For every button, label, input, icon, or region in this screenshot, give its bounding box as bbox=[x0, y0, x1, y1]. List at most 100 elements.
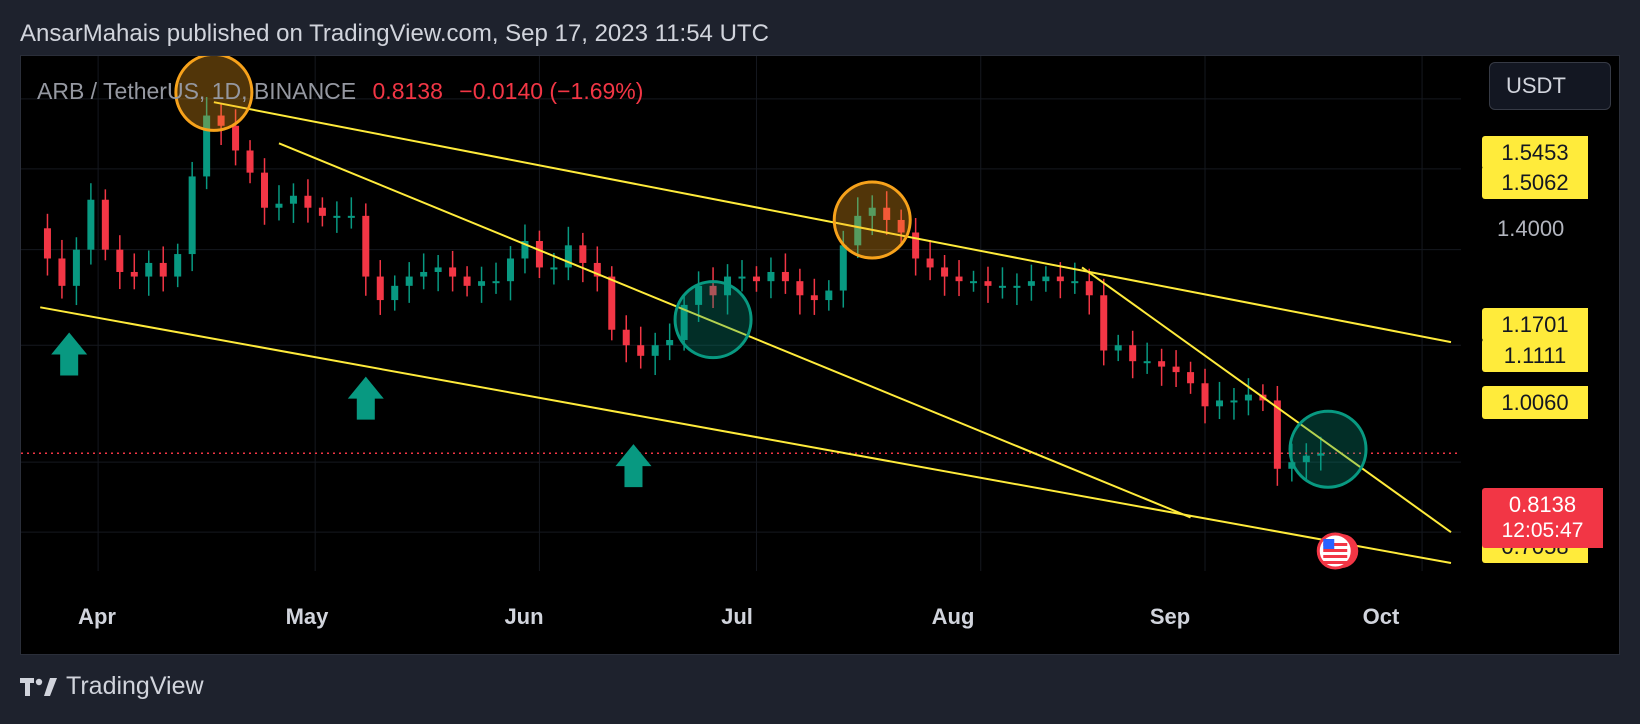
candle-down bbox=[752, 276, 760, 282]
candle-up bbox=[72, 249, 80, 286]
time-axis-label: Jun bbox=[504, 604, 544, 629]
last-price-legend: 0.8138 bbox=[372, 78, 443, 104]
chart-panel[interactable]: ARB / TetherUS, 1D, BINANCE 0.8138 −0.01… bbox=[20, 55, 1620, 655]
candle-up bbox=[550, 267, 558, 270]
time-axis-label: Aug bbox=[931, 604, 975, 629]
candle-up bbox=[680, 304, 688, 341]
flag-stripe bbox=[1323, 555, 1348, 558]
trendline bbox=[278, 142, 1191, 519]
publisher-attribution: AnsarMahais published on TradingView.com… bbox=[20, 20, 769, 47]
flag-stripe bbox=[1323, 549, 1348, 552]
candle-down bbox=[101, 199, 109, 250]
candle-up bbox=[767, 271, 775, 282]
brand-name: TradingView bbox=[66, 672, 204, 700]
candle-up bbox=[333, 215, 341, 218]
resistance-circle bbox=[174, 56, 254, 132]
candle-up bbox=[1317, 453, 1325, 456]
candle-up bbox=[1244, 394, 1252, 401]
time-axis-label: Sep bbox=[1149, 604, 1191, 629]
candle-down bbox=[116, 249, 124, 272]
candle-up bbox=[87, 199, 95, 250]
candle-up bbox=[564, 245, 572, 268]
candle-up bbox=[506, 258, 514, 282]
candle-up bbox=[405, 276, 413, 286]
candle-down bbox=[883, 207, 891, 220]
time-axis-label: Oct bbox=[1362, 604, 1400, 629]
candle-down bbox=[897, 219, 905, 233]
candle-up bbox=[1143, 361, 1151, 364]
up-arrow-icon bbox=[51, 332, 88, 376]
candle-up bbox=[695, 285, 703, 305]
candle-up bbox=[738, 276, 746, 279]
candle-down bbox=[709, 285, 717, 296]
candle-down bbox=[608, 276, 616, 330]
candle-down bbox=[1187, 372, 1195, 384]
flag-canton bbox=[1323, 539, 1335, 549]
current-price-label: 0.8138 12:05:47 bbox=[1482, 488, 1603, 548]
candle-up bbox=[970, 281, 978, 284]
candle-up bbox=[188, 176, 196, 255]
candle-up bbox=[1042, 276, 1050, 282]
candle-up bbox=[825, 290, 833, 301]
candle-down bbox=[984, 281, 992, 286]
candle-down bbox=[304, 195, 312, 208]
currency-button[interactable]: USDT bbox=[1489, 62, 1611, 110]
candle-down bbox=[362, 215, 370, 277]
price-chart[interactable] bbox=[21, 56, 1621, 656]
candle-down bbox=[1100, 295, 1108, 351]
candle-up bbox=[203, 115, 211, 177]
candle-down bbox=[1129, 345, 1137, 362]
candle-down bbox=[1172, 366, 1180, 373]
up-arrow-icon bbox=[347, 376, 384, 420]
candle-down bbox=[232, 125, 240, 151]
candle-up bbox=[289, 195, 297, 204]
candle-down bbox=[318, 207, 326, 216]
candle-up bbox=[275, 203, 283, 208]
candle-up bbox=[1114, 345, 1122, 351]
tradingview-icon bbox=[20, 677, 57, 696]
candle-down bbox=[1201, 383, 1209, 407]
candle-up bbox=[420, 271, 428, 277]
candle-down bbox=[796, 281, 804, 296]
symbol-title: ARB / TetherUS, 1D, BINANCE bbox=[37, 78, 357, 104]
candle-up bbox=[1027, 281, 1035, 286]
candle-down bbox=[1273, 400, 1281, 469]
candle-down bbox=[955, 276, 963, 282]
candle-down bbox=[1085, 281, 1093, 296]
candle-up bbox=[666, 340, 674, 346]
price-axis-label: 1.1701 bbox=[1482, 308, 1588, 341]
flag-stripe bbox=[1323, 561, 1348, 564]
candle-down bbox=[622, 329, 630, 346]
candle-down bbox=[781, 271, 789, 282]
flag-stripe bbox=[1323, 543, 1348, 546]
candle-down bbox=[130, 271, 138, 277]
candle-up bbox=[391, 285, 399, 301]
candle-down bbox=[463, 276, 471, 286]
candle-down bbox=[926, 258, 934, 268]
price-axis-label: 1.0060 bbox=[1482, 386, 1588, 419]
symbol-legend[interactable]: ARB / TetherUS, 1D, BINANCE 0.8138 −0.01… bbox=[37, 78, 643, 105]
current-price-value: 0.8138 bbox=[1508, 492, 1577, 517]
tradingview-logo[interactable]: TradingView bbox=[20, 672, 204, 701]
bar-countdown: 12:05:47 bbox=[1501, 519, 1584, 542]
candle-down bbox=[58, 258, 66, 286]
time-axis-label: Jul bbox=[721, 604, 753, 629]
candle-down bbox=[593, 262, 601, 277]
resistance-circle bbox=[832, 180, 912, 260]
candle-up bbox=[1302, 455, 1310, 463]
candle-up bbox=[1230, 400, 1238, 403]
candle-up bbox=[492, 281, 500, 284]
candle-up bbox=[521, 241, 529, 259]
breakout-circle bbox=[1288, 409, 1368, 489]
candle-down bbox=[912, 232, 920, 259]
candle-down bbox=[1056, 276, 1064, 282]
candle-down bbox=[159, 262, 167, 277]
candle-up bbox=[854, 215, 862, 246]
price-axis-label: 1.1111 bbox=[1482, 339, 1588, 372]
up-arrow-icon bbox=[615, 444, 652, 488]
candle-down bbox=[1158, 361, 1166, 367]
candle-down bbox=[535, 241, 543, 268]
candle-down bbox=[637, 345, 645, 356]
trendline bbox=[1081, 266, 1452, 533]
candle-down bbox=[217, 115, 225, 126]
